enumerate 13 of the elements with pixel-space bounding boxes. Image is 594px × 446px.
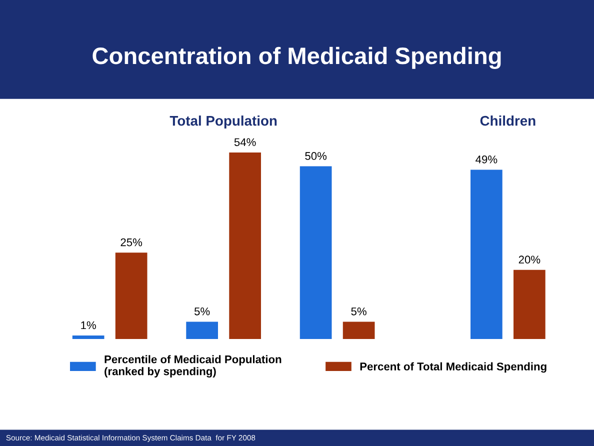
legend-label: Percentile of Medicaid Population (ranked by spending) (104, 355, 282, 378)
data-label: 54% (234, 138, 256, 146)
data-label: 5% (194, 308, 210, 316)
data-label: 20% (518, 256, 540, 264)
text: Children (480, 116, 536, 126)
data-label: 49% (476, 155, 498, 164)
legend-label: Percent of Total Medicaid Spending (360, 362, 546, 373)
data-label: 25% (120, 238, 142, 246)
data-label: 50% (305, 152, 327, 160)
data-label: 5% (351, 308, 366, 316)
text: Total Population (170, 116, 277, 128)
data-label: 1% (81, 321, 96, 330)
chart-title: Concentration of Medicaid Spending (92, 46, 501, 70)
